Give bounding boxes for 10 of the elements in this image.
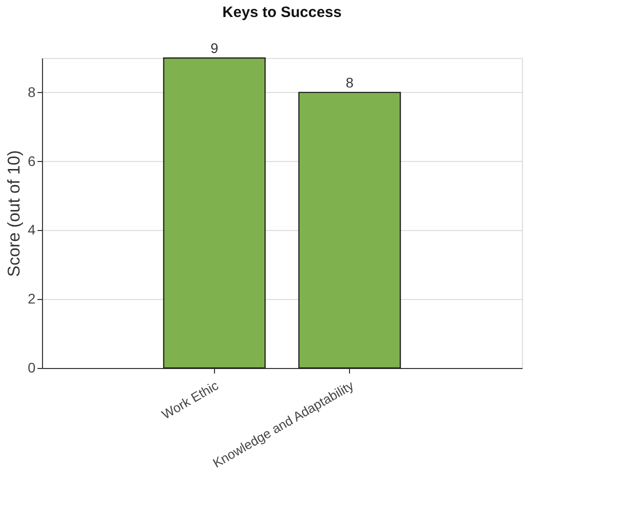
y-tick-label: 4 xyxy=(28,222,36,238)
data-label: 8 xyxy=(346,74,354,90)
y-tick-label: 8 xyxy=(28,84,36,100)
y-tick-label: 0 xyxy=(28,360,36,376)
y-tick-label: 6 xyxy=(28,152,36,169)
x-tick-label: Work Ethic xyxy=(159,378,222,422)
chart-title: Keys to Success xyxy=(222,4,342,21)
y-axis-title: Score (out of 10) xyxy=(4,150,24,277)
data-label: 9 xyxy=(210,40,218,56)
y-tick-label: 2 xyxy=(28,290,36,307)
